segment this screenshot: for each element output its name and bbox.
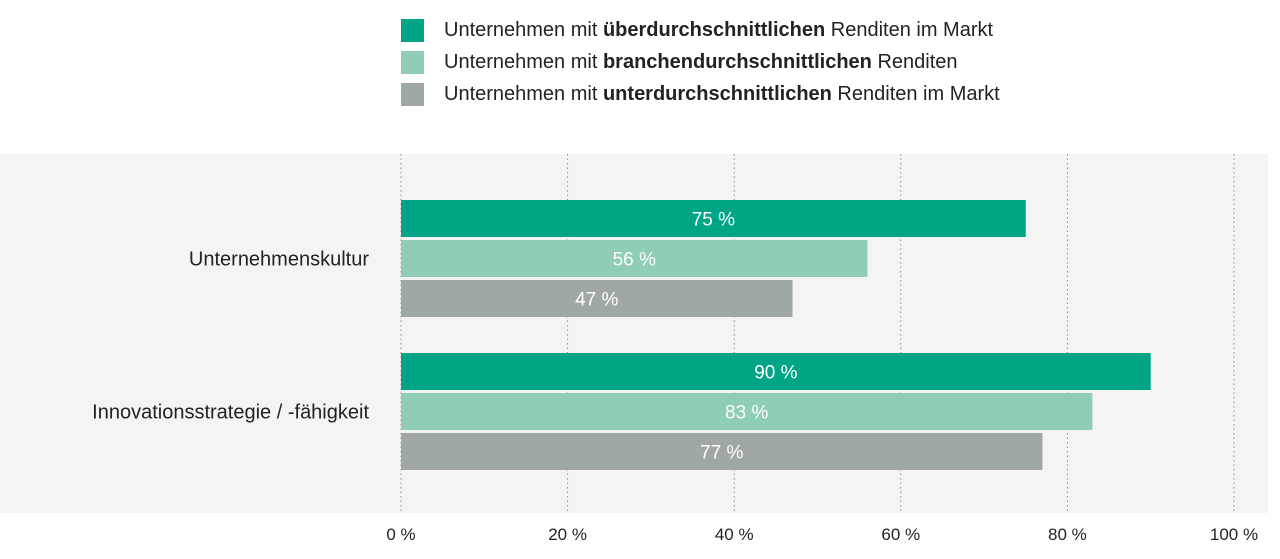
bar [401,240,868,277]
legend-swatch [401,50,424,74]
legend-label-emphasis: unterdurchschnittlichen [602,82,832,105]
legend-item: Unternehmen mit branchendurchschnittlich… [401,46,1000,78]
legend-item: Unternehmen mit unterdurchschnittlichen … [401,78,1000,110]
bar [401,393,1093,430]
legend: Unternehmen mit überdurchschnittlichen R… [401,14,1000,110]
x-tick-label: 0 % [386,525,415,544]
legend-item: Unternehmen mit überdurchschnittlichen R… [401,14,1000,46]
bar [401,280,793,317]
legend-label: Unternehmen mit überdurchschnittlichen R… [444,19,993,42]
legend-label-prefix: Unternehmen mit [444,82,603,105]
legend-label-suffix: Renditen im Markt [831,82,1000,105]
data-label: 77 % [700,443,743,464]
x-tick-label: 20 % [548,525,587,544]
x-tick-label: 60 % [881,525,920,544]
data-label: 90 % [754,363,797,384]
legend-label-emphasis: branchendurchschnittlichen [602,50,872,73]
legend-label: Unternehmen mit branchendurchschnittlich… [444,51,958,74]
legend-label-suffix: Renditen im Markt [825,18,994,41]
legend-swatch [401,82,424,106]
legend-label-suffix: Renditen [871,50,958,73]
x-tick-label: 80 % [1048,525,1087,544]
bar [401,200,1026,237]
x-tick-label: 100 % [1210,525,1258,544]
legend-label-prefix: Unternehmen mit [444,18,603,41]
data-label: 47 % [575,290,618,311]
x-tick-label: 40 % [715,525,754,544]
bar [401,433,1043,470]
category-label: Unternehmenskultur [189,249,369,271]
data-label: 83 % [725,403,768,424]
legend-label-prefix: Unternehmen mit [444,50,603,73]
legend-label: Unternehmen mit unterdurchschnittlichen … [444,83,1000,106]
data-label: 56 % [613,250,656,271]
legend-swatch [401,18,424,42]
bar [401,353,1151,390]
data-label: 75 % [692,210,735,231]
category-label: Innovationsstrategie / -fähigkeit [92,402,369,424]
legend-label-emphasis: überdurchschnittlichen [602,18,826,41]
